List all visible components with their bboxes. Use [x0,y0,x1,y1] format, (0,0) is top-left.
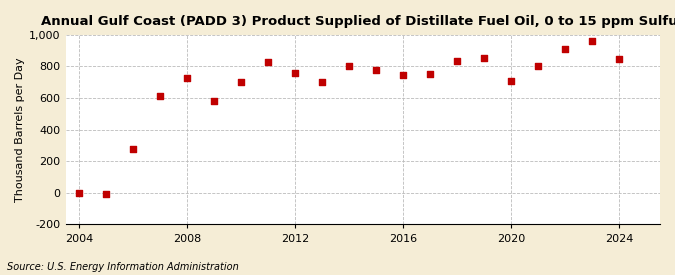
Text: Source: U.S. Energy Information Administration: Source: U.S. Energy Information Administ… [7,262,238,272]
Point [236,80,246,84]
Point [128,147,138,152]
Point [290,70,300,75]
Point [398,73,408,77]
Point [182,76,192,80]
Point [479,56,490,61]
Point [74,191,84,195]
Title: Annual Gulf Coast (PADD 3) Product Supplied of Distillate Fuel Oil, 0 to 15 ppm : Annual Gulf Coast (PADD 3) Product Suppl… [41,15,675,28]
Y-axis label: Thousand Barrels per Day: Thousand Barrels per Day [15,57,25,202]
Point [425,72,436,76]
Point [263,59,273,64]
Point [371,67,381,72]
Point [614,57,625,61]
Point [587,39,598,43]
Point [533,64,544,68]
Point [101,191,111,196]
Point [155,94,165,99]
Point [209,99,219,103]
Point [317,80,327,84]
Point [506,79,517,84]
Point [452,59,463,63]
Point [344,64,354,68]
Point [560,47,571,51]
